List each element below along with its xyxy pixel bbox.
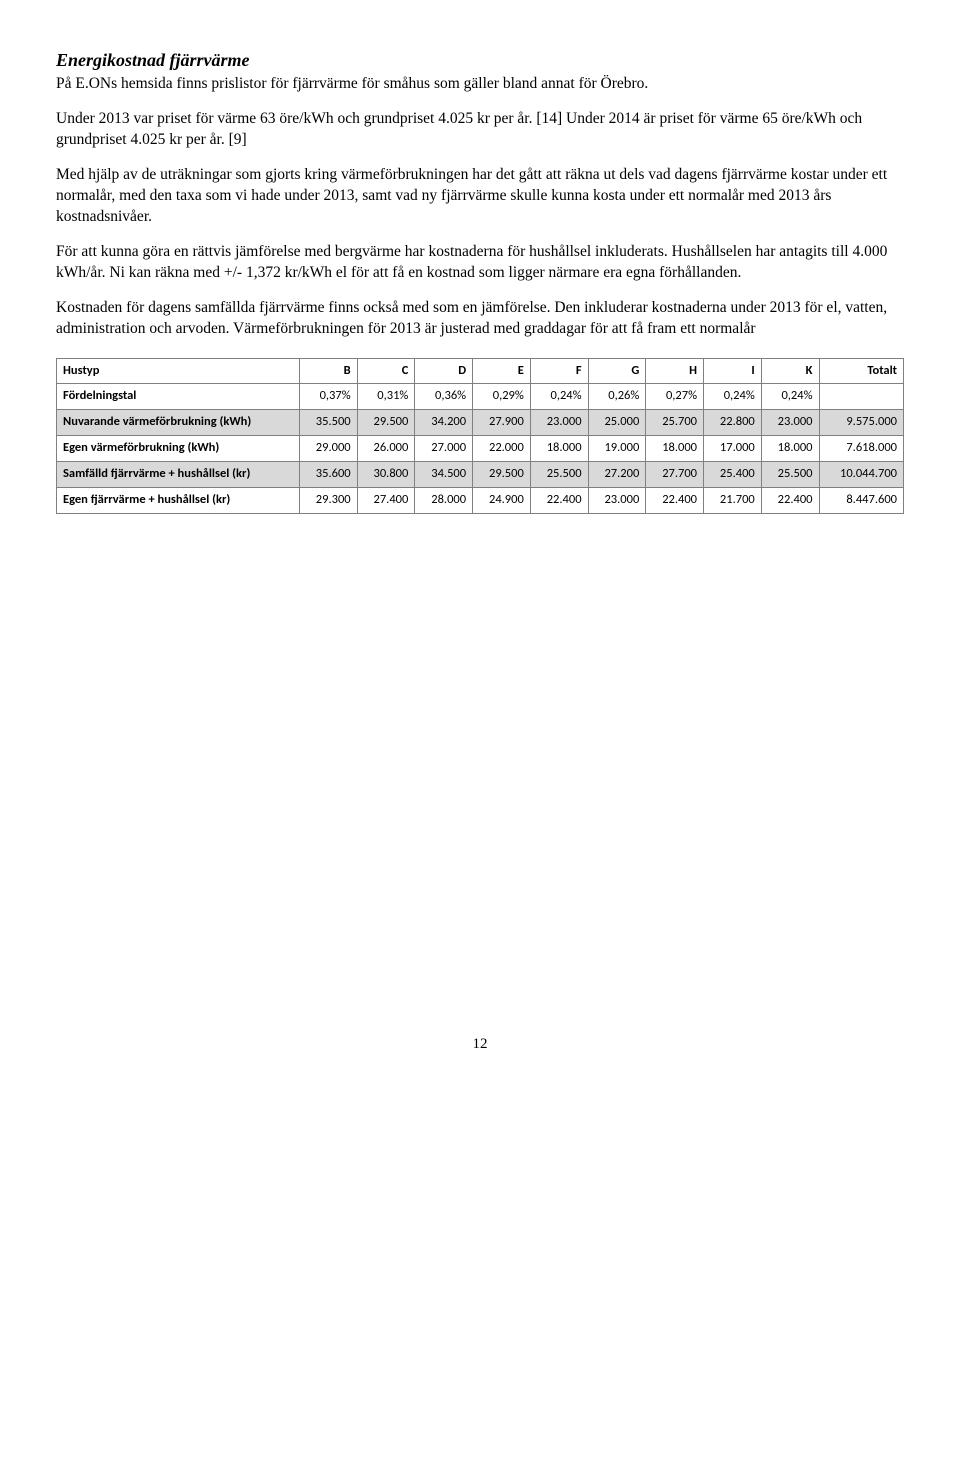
table-cell: 29.500 — [473, 462, 531, 488]
table-cell: 25.000 — [588, 410, 646, 436]
table-cell: 18.000 — [646, 436, 704, 462]
table-cell: 0,24% — [704, 384, 762, 410]
table-cell: 29.000 — [299, 436, 357, 462]
paragraph-2: Under 2013 var priset för värme 63 öre/k… — [56, 109, 904, 151]
col-d: D — [415, 358, 473, 384]
table-cell: 19.000 — [588, 436, 646, 462]
row-label: Egen fjärrvärme + hushållsel (kr) — [57, 487, 300, 513]
table-cell: 22.000 — [473, 436, 531, 462]
table-cell: 0,26% — [588, 384, 646, 410]
page-number: 12 — [56, 1034, 904, 1054]
table-cell: 17.000 — [704, 436, 762, 462]
paragraph-3: Med hjälp av de uträkningar som gjorts k… — [56, 165, 904, 228]
col-b: B — [299, 358, 357, 384]
table-cell: 0,29% — [473, 384, 531, 410]
table-cell: 22.400 — [646, 487, 704, 513]
col-i: I — [704, 358, 762, 384]
row-label: Fördelningstal — [57, 384, 300, 410]
table-cell: 27.000 — [415, 436, 473, 462]
table-cell: 23.000 — [588, 487, 646, 513]
table-cell: 30.800 — [357, 462, 415, 488]
table-cell: 21.700 — [704, 487, 762, 513]
paragraph-5: Kostnaden för dagens samfällda fjärrvärm… — [56, 298, 904, 340]
table-cell: 22.800 — [704, 410, 762, 436]
col-h: H — [646, 358, 704, 384]
table-cell: 0,24% — [530, 384, 588, 410]
col-g: G — [588, 358, 646, 384]
table-cell: 18.000 — [530, 436, 588, 462]
table-cell: 25.500 — [530, 462, 588, 488]
table-cell: 18.000 — [761, 436, 819, 462]
table-cell: 25.700 — [646, 410, 704, 436]
col-hustyp: Hustyp — [57, 358, 300, 384]
table-cell: 29.500 — [357, 410, 415, 436]
col-totalt: Totalt — [819, 358, 904, 384]
table-cell: 7.618.000 — [819, 436, 904, 462]
table-row: Samfälld fjärrvärme + hushållsel (kr)35.… — [57, 462, 904, 488]
table-row: Egen värmeförbrukning (kWh)29.00026.0002… — [57, 436, 904, 462]
table-cell: 0,27% — [646, 384, 704, 410]
table-cell: 25.500 — [761, 462, 819, 488]
row-label: Egen värmeförbrukning (kWh) — [57, 436, 300, 462]
table-cell: 28.000 — [415, 487, 473, 513]
paragraph-1: På E.ONs hemsida finns prislistor för fj… — [56, 74, 904, 95]
col-k: K — [761, 358, 819, 384]
table-cell: 34.500 — [415, 462, 473, 488]
cost-table: Hustyp B C D E F G H I K Totalt Fördelni… — [56, 358, 904, 514]
table-cell: 9.575.000 — [819, 410, 904, 436]
table-cell: 10.044.700 — [819, 462, 904, 488]
table-cell: 22.400 — [530, 487, 588, 513]
table-cell: 0,36% — [415, 384, 473, 410]
col-c: C — [357, 358, 415, 384]
table-cell: 0,24% — [761, 384, 819, 410]
table-cell: 0,31% — [357, 384, 415, 410]
col-f: F — [530, 358, 588, 384]
row-label: Nuvarande värmeförbrukning (kWh) — [57, 410, 300, 436]
table-cell: 27.400 — [357, 487, 415, 513]
table-row: Egen fjärrvärme + hushållsel (kr)29.3002… — [57, 487, 904, 513]
table-row: Fördelningstal0,37%0,31%0,36%0,29%0,24%0… — [57, 384, 904, 410]
table-cell: 27.700 — [646, 462, 704, 488]
col-e: E — [473, 358, 531, 384]
table-cell: 27.200 — [588, 462, 646, 488]
paragraph-4: För att kunna göra en rättvis jämförelse… — [56, 242, 904, 284]
table-cell: 23.000 — [761, 410, 819, 436]
table-cell: 35.600 — [299, 462, 357, 488]
table-cell: 35.500 — [299, 410, 357, 436]
table-cell: 26.000 — [357, 436, 415, 462]
table-cell — [819, 384, 904, 410]
table-cell: 24.900 — [473, 487, 531, 513]
table-cell: 23.000 — [530, 410, 588, 436]
table-header-row: Hustyp B C D E F G H I K Totalt — [57, 358, 904, 384]
table-row: Nuvarande värmeförbrukning (kWh)35.50029… — [57, 410, 904, 436]
table-cell: 25.400 — [704, 462, 762, 488]
table-cell: 29.300 — [299, 487, 357, 513]
table-cell: 22.400 — [761, 487, 819, 513]
page-title: Energikostnad fjärrvärme — [56, 48, 904, 72]
table-cell: 34.200 — [415, 410, 473, 436]
table-cell: 27.900 — [473, 410, 531, 436]
table-cell: 0,37% — [299, 384, 357, 410]
row-label: Samfälld fjärrvärme + hushållsel (kr) — [57, 462, 300, 488]
table-cell: 8.447.600 — [819, 487, 904, 513]
